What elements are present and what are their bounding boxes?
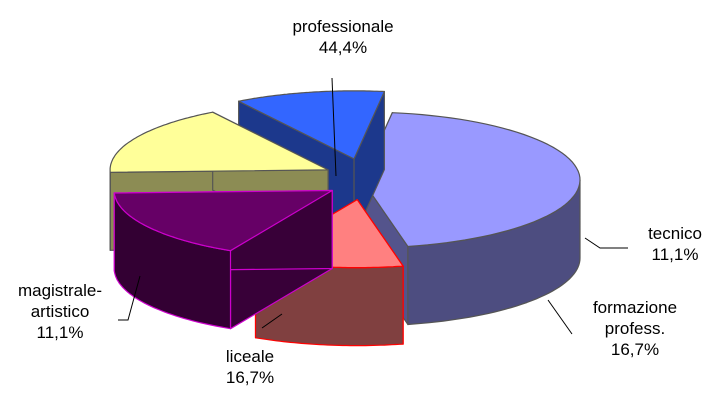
label-magistrale-percent: 11,1% (36, 323, 84, 342)
leader-line-liceale (261, 313, 283, 329)
label-professionale: professionale 44,4% (258, 16, 428, 58)
leader-line-tecnico (584, 237, 628, 249)
slice-liceale-top (109, 111, 329, 173)
slice-formazione-profess-top (113, 189, 333, 252)
leader-lines (118, 77, 628, 335)
label-formazione-name-2: profess. (604, 319, 666, 338)
label-tecnico: tecnico 11,1% (630, 223, 718, 265)
slice-professionale-top (361, 112, 581, 248)
label-liceale: liceale 16,7% (210, 346, 290, 388)
label-formazione-profess: formazione profess. 16,7% (575, 297, 695, 360)
label-magistrale-artistico: magistrale- artistico 11,1% (4, 280, 116, 343)
leader-line-formazione-profess (547, 299, 573, 335)
label-formazione-percent: 16,7% (610, 340, 660, 359)
label-magistrale-name-2: artistico (30, 302, 90, 321)
label-professionale-percent: 44,4% (318, 38, 368, 57)
label-tecnico-name: tecnico (648, 224, 702, 243)
label-liceale-name: liceale (225, 347, 275, 366)
label-magistrale-name-1: magistrale- (17, 281, 103, 300)
leader-line-magistrale-artistico (118, 275, 141, 321)
slice-formazione-profess (113, 189, 333, 330)
label-tecnico-percent: 11,1% (651, 245, 699, 264)
label-professionale-name: professionale (292, 17, 394, 36)
label-liceale-percent: 16,7% (225, 368, 275, 387)
slice-magistrale-artistico-top (238, 90, 385, 160)
label-formazione-name-1: formazione (592, 298, 678, 317)
leader-line-professionale (331, 77, 337, 177)
pie-slices (109, 90, 581, 347)
